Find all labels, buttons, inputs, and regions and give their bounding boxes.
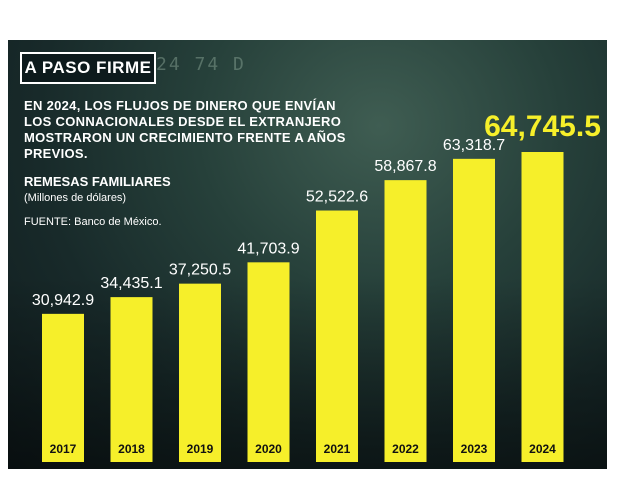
value-label-2022: 58,867.8: [374, 158, 436, 175]
value-label-2023: 63,318.7: [443, 137, 505, 154]
value-label-2017: 30,942.9: [32, 292, 94, 309]
chart-description: EN 2024, LOS FLUJOS DE DINERO QUE ENVÍAN…: [24, 98, 346, 161]
bar-2024: [521, 152, 564, 462]
year-label-2018: 2018: [118, 442, 145, 456]
bar-2017: [42, 313, 84, 462]
bar-chart: 2017 30,942.9 2018 34,435.1 2019 37,250.5 2020…: [32, 110, 601, 463]
value-label-2021: 52,522.6: [306, 189, 368, 206]
year-label-2024: 2024: [529, 442, 556, 456]
year-label-2017: 2017: [50, 442, 77, 456]
source-note: FUENTE: Banco de México.: [24, 216, 162, 228]
bar-2023: [453, 158, 495, 462]
bar-2019: [179, 283, 221, 462]
year-label-2020: 2020: [255, 442, 282, 456]
chart-badge: A PASO FIRME: [20, 52, 156, 84]
year-label-2021: 2021: [324, 442, 351, 456]
series-title: REMESAS FAMILIARES: [24, 174, 171, 189]
value-label-2024: 64,745.5: [484, 110, 601, 143]
chart-panel: 24 74 D 2017 30,942.9 2018 34,435.1 2019 37,2…: [8, 40, 607, 469]
bar-2022: [384, 180, 427, 463]
bar-2021: [316, 210, 358, 462]
year-label-2023: 2023: [461, 442, 488, 456]
bar-2020: [247, 262, 290, 462]
units-label: (Millones de dólares): [24, 192, 127, 204]
value-label-2019: 37,250.5: [169, 262, 231, 279]
year-label-2022: 2022: [392, 442, 419, 456]
value-label-2020: 41,703.9: [237, 240, 299, 257]
value-label-2018: 34,435.1: [100, 275, 162, 292]
bar-2018: [110, 297, 153, 462]
year-label-2019: 2019: [187, 442, 214, 456]
background-bill-serial: 24 74 D: [156, 54, 246, 75]
